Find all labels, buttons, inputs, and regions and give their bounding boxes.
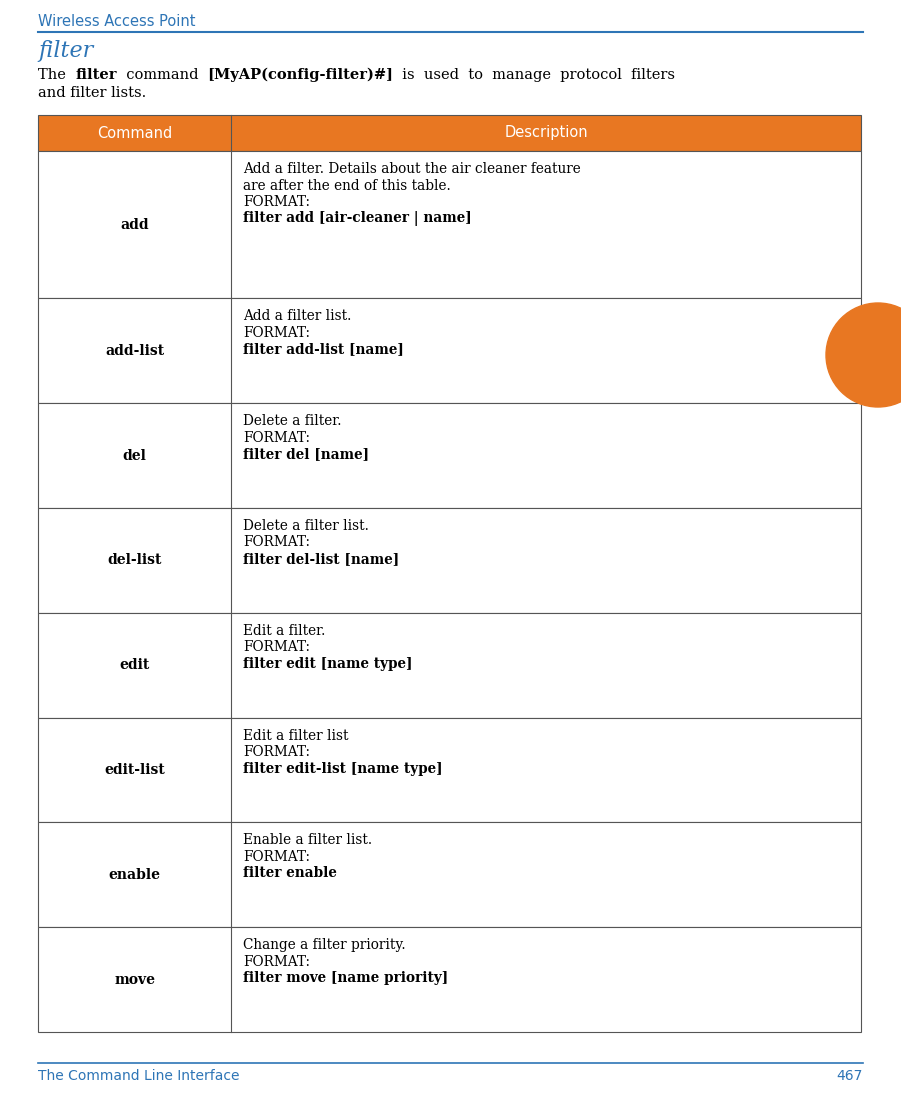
Text: The: The bbox=[38, 68, 75, 82]
Bar bbox=[38, 299, 861, 403]
Text: filter add [air-cleaner | name]: filter add [air-cleaner | name] bbox=[243, 212, 472, 226]
Text: add: add bbox=[121, 218, 149, 232]
Text: FORMAT:: FORMAT: bbox=[243, 195, 311, 209]
Circle shape bbox=[826, 303, 901, 407]
Text: FORMAT:: FORMAT: bbox=[243, 326, 311, 340]
Bar bbox=[38, 927, 861, 1032]
Text: move: move bbox=[114, 972, 155, 987]
Text: FORMAT:: FORMAT: bbox=[243, 535, 311, 549]
Text: del: del bbox=[123, 448, 147, 463]
Text: filter edit [name type]: filter edit [name type] bbox=[243, 657, 413, 670]
Text: FORMAT:: FORMAT: bbox=[243, 955, 311, 969]
Text: FORMAT:: FORMAT: bbox=[243, 640, 311, 654]
Bar bbox=[38, 115, 861, 151]
Text: Delete a filter.: Delete a filter. bbox=[243, 414, 341, 428]
Text: Edit a filter.: Edit a filter. bbox=[243, 624, 326, 638]
Text: Add a filter. Details about the air cleaner feature: Add a filter. Details about the air clea… bbox=[243, 162, 581, 176]
Bar bbox=[38, 403, 861, 508]
Text: are after the end of this table.: are after the end of this table. bbox=[243, 179, 451, 192]
Text: FORMAT:: FORMAT: bbox=[243, 431, 311, 445]
Text: Wireless Access Point: Wireless Access Point bbox=[38, 14, 196, 29]
Text: Add a filter list.: Add a filter list. bbox=[243, 310, 351, 323]
Text: FORMAT:: FORMAT: bbox=[243, 745, 311, 759]
Text: filter del-list [name]: filter del-list [name] bbox=[243, 552, 400, 566]
Text: Edit a filter list: Edit a filter list bbox=[243, 728, 349, 743]
Bar bbox=[38, 151, 861, 299]
Text: enable: enable bbox=[109, 868, 160, 881]
Text: Change a filter priority.: Change a filter priority. bbox=[243, 938, 406, 952]
Text: [MyAP(config-filter)#]: [MyAP(config-filter)#] bbox=[207, 68, 394, 82]
Text: The Command Line Interface: The Command Line Interface bbox=[38, 1069, 240, 1083]
Text: edit-list: edit-list bbox=[105, 763, 165, 777]
Text: add-list: add-list bbox=[105, 344, 164, 357]
Text: del-list: del-list bbox=[107, 554, 162, 567]
Bar bbox=[38, 508, 861, 613]
Text: Description: Description bbox=[505, 125, 588, 141]
Text: filter enable: filter enable bbox=[243, 867, 337, 880]
Text: Enable a filter list.: Enable a filter list. bbox=[243, 834, 372, 847]
Text: 467: 467 bbox=[837, 1069, 863, 1083]
Text: FORMAT:: FORMAT: bbox=[243, 850, 311, 864]
Bar bbox=[38, 717, 861, 823]
Text: filter: filter bbox=[75, 68, 116, 82]
Text: Command: Command bbox=[97, 125, 172, 141]
Bar bbox=[38, 823, 861, 927]
Text: Delete a filter list.: Delete a filter list. bbox=[243, 519, 369, 533]
Text: filter edit-list [name type]: filter edit-list [name type] bbox=[243, 761, 443, 776]
Text: filter: filter bbox=[38, 40, 93, 62]
Text: and filter lists.: and filter lists. bbox=[38, 85, 146, 100]
Text: is  used  to  manage  protocol  filters: is used to manage protocol filters bbox=[394, 68, 676, 82]
Bar bbox=[38, 613, 861, 717]
Text: filter move [name priority]: filter move [name priority] bbox=[243, 971, 449, 986]
Text: command: command bbox=[116, 68, 207, 82]
Text: edit: edit bbox=[120, 658, 150, 673]
Text: filter del [name]: filter del [name] bbox=[243, 447, 369, 461]
Text: filter add-list [name]: filter add-list [name] bbox=[243, 342, 405, 356]
